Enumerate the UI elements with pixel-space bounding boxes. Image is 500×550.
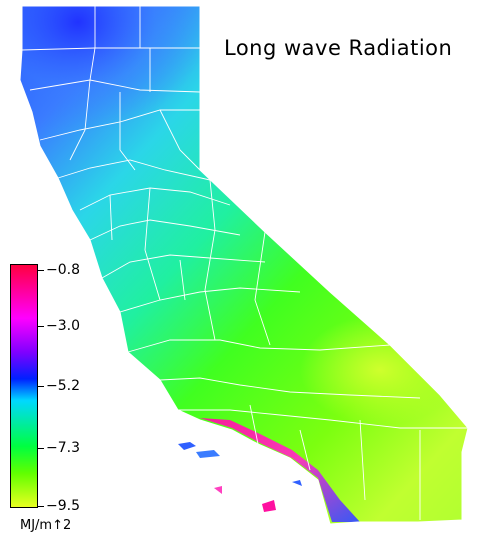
legend-units: MJ/m↑2 xyxy=(20,518,72,533)
legend-tick-2 xyxy=(38,326,44,327)
map-title: Long wave Radiation xyxy=(224,36,453,60)
legend-tick-3 xyxy=(38,386,44,387)
legend-tick-1 xyxy=(38,270,44,271)
channel-islands xyxy=(178,442,302,512)
legend-label-top: −0.8 xyxy=(46,262,80,278)
legend-label-4: −7.3 xyxy=(46,440,80,456)
legend-tick-4 xyxy=(38,448,44,449)
legend-color-bar xyxy=(10,264,38,508)
county-boundaries xyxy=(21,6,468,520)
legend-tick-5 xyxy=(38,506,44,507)
legend-label-3: −5.2 xyxy=(46,378,80,394)
legend-label-bottom: −9.5 xyxy=(46,498,80,514)
legend-label-2: −3.0 xyxy=(46,318,80,334)
